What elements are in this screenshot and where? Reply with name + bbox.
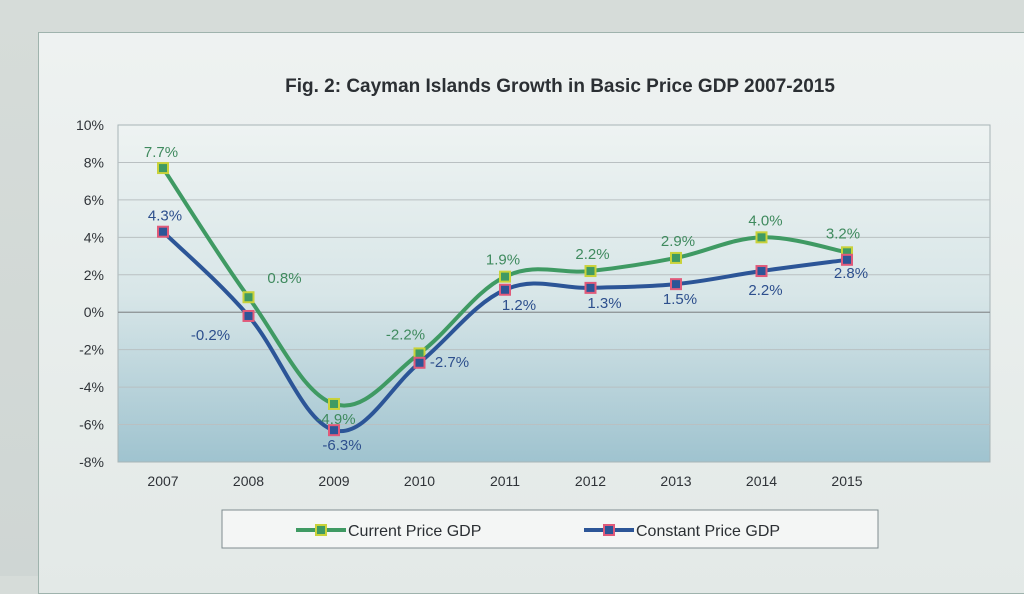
series-group xyxy=(157,162,853,437)
x-tick-label: 2008 xyxy=(233,473,264,489)
y-tick-label: 0% xyxy=(84,304,104,320)
data-point-constant xyxy=(413,356,426,369)
data-point-current xyxy=(670,251,682,264)
legend-swatch-marker-current xyxy=(315,524,327,536)
data-label-constant: 4.3% xyxy=(148,208,182,225)
y-tick-label: 6% xyxy=(84,192,104,208)
y-tick-label: 4% xyxy=(84,229,104,245)
data-label-constant: 2.8% xyxy=(834,265,868,282)
legend: Current Price GDP Constant Price GDP xyxy=(221,509,879,549)
x-axis-ticks: 2007 2008 2009 2010 2011 2012 2013 2014 2015 xyxy=(147,473,862,489)
data-label-constant: -6.3% xyxy=(322,437,361,454)
data-label-current: -2.2% xyxy=(386,326,425,343)
x-tick-label: 2012 xyxy=(575,473,606,489)
x-tick-label: 2014 xyxy=(746,473,777,489)
data-label-current: 0.8% xyxy=(267,270,301,287)
y-axis-ticks: 10% 8% 6% 4% 2% 0% -2% -4% -6% -8% xyxy=(76,117,104,470)
series-line-constant xyxy=(161,229,849,434)
legend-swatch-marker-constant xyxy=(603,524,615,536)
data-labels: 7.7% 0.8% -4.9% -2.2% 1.9% 2.2% 2.9% 4.0% 3.2% 4.… xyxy=(144,144,868,454)
data-point-constant xyxy=(242,309,255,322)
data-point-current xyxy=(499,270,511,283)
chart-svg: Fig. 2: Cayman Islands Growth in Basic P… xyxy=(76,76,991,549)
x-tick-label: 2010 xyxy=(404,473,435,489)
photo-stage: Fig. 2: Cayman Islands Growth in Basic P… xyxy=(38,32,1024,594)
x-tick-label: 2009 xyxy=(318,473,349,489)
data-label-constant: 1.3% xyxy=(587,295,621,312)
x-tick-label: 2015 xyxy=(831,473,862,489)
data-label-current: -4.9% xyxy=(316,411,355,428)
y-tick-label: -8% xyxy=(79,454,104,470)
data-label-current: 2.9% xyxy=(661,233,695,250)
plot-area xyxy=(117,124,991,463)
y-tick-label: 8% xyxy=(84,154,104,170)
y-tick-label: 10% xyxy=(76,117,104,133)
x-tick-label: 2007 xyxy=(147,473,178,489)
data-point-current xyxy=(755,231,768,244)
data-label-current: 4.0% xyxy=(748,212,782,229)
data-point-constant xyxy=(157,225,169,238)
data-point-constant xyxy=(670,278,682,291)
legend-label-constant: Constant Price GDP xyxy=(636,523,780,540)
data-point-current xyxy=(584,265,597,278)
data-point-current xyxy=(328,397,340,410)
data-label-current: 7.7% xyxy=(144,144,178,161)
legend-label-current: Current Price GDP xyxy=(348,523,481,540)
x-tick-label: 2011 xyxy=(490,473,520,489)
y-tick-label: -6% xyxy=(79,417,104,433)
data-label-constant: -0.2% xyxy=(191,327,230,344)
data-point-current xyxy=(157,162,169,175)
data-point-constant xyxy=(328,424,340,437)
x-tick-label: 2013 xyxy=(660,473,691,489)
y-tick-label: 2% xyxy=(84,267,104,283)
gridlines xyxy=(118,161,990,426)
data-point-current xyxy=(242,291,255,304)
data-point-constant xyxy=(584,281,597,294)
chart-title: Fig. 2: Cayman Islands Growth in Basic P… xyxy=(285,76,835,97)
data-point-constant xyxy=(499,283,511,296)
data-label-constant: -2.7% xyxy=(430,354,469,371)
data-label-current: 1.9% xyxy=(486,252,520,269)
data-label-constant: 2.2% xyxy=(748,282,782,299)
series-line-current xyxy=(161,166,849,408)
data-label-constant: 1.5% xyxy=(663,291,697,308)
data-label-current: 3.2% xyxy=(826,225,860,242)
y-tick-label: -4% xyxy=(79,379,104,395)
data-label-constant: 1.2% xyxy=(502,297,536,314)
y-tick-label: -2% xyxy=(79,342,104,358)
data-point-constant xyxy=(841,253,853,266)
data-point-constant xyxy=(755,265,768,278)
data-label-current: 2.2% xyxy=(575,246,609,263)
